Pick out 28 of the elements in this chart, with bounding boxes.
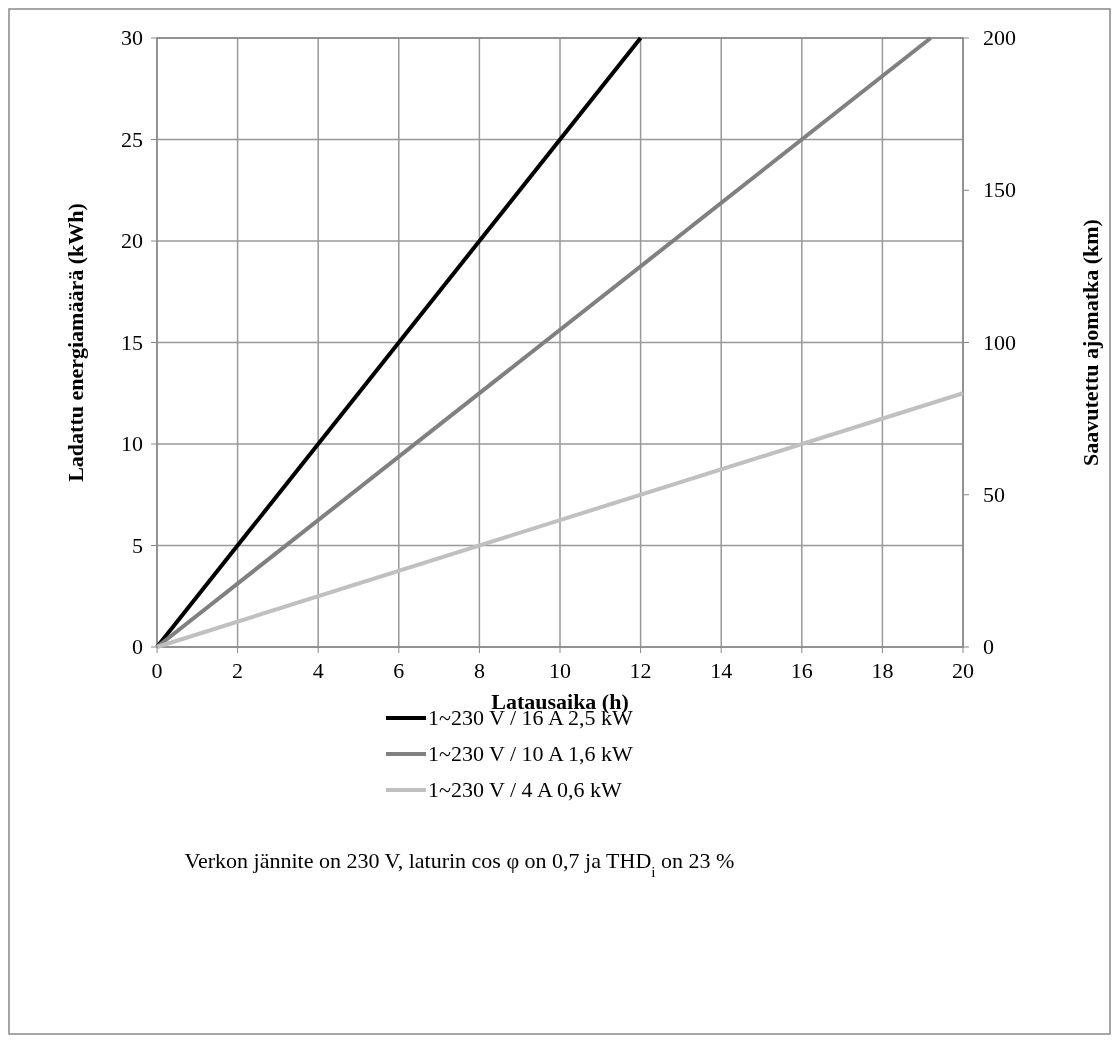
y-tick-label: 15 [121,329,143,355]
x-tick-label: 14 [710,658,733,683]
y-tick-label: 5 [132,532,143,558]
x-tick-label: 6 [393,658,405,683]
y-tick-label: 10 [121,431,143,456]
y2-tick-label: 100 [983,329,1016,355]
x-tick-label: 10 [549,658,571,683]
y2-axis-title: Saavutettu ajomatka (km) [1078,219,1103,466]
x-tick-label: 12 [629,658,652,683]
legend-label: 1~230 V / 4 A 0,6 kW [428,777,623,802]
x-tick-label: 8 [473,658,485,683]
y-tick-label: 20 [121,228,143,253]
y-axis-title: Ladattu energiamäärä (kWh) [63,203,88,482]
x-tick-label: 0 [151,658,163,683]
x-tick-label: 2 [232,658,244,683]
legend-label: 1~230 V / 10 A 1,6 kW [428,741,634,766]
y2-tick-label: 0 [983,634,994,659]
x-tick-label: 4 [312,658,324,683]
x-tick-label: 16 [790,658,813,683]
y-tick-label: 30 [121,25,143,50]
y2-tick-label: 150 [983,177,1016,203]
x-tick-label: 18 [871,658,894,683]
y-tick-label: 0 [132,634,143,659]
text: Verkon jännite on 230 V, laturin cos φ on 0,7 ja THD$_{i}$ on 23 % [184,848,735,880]
y2-tick-label: 50 [983,481,1005,507]
y2-tick-label: 200 [983,25,1016,50]
x-tick-label: 20 [952,658,974,683]
y-tick-label: 25 [121,126,143,152]
